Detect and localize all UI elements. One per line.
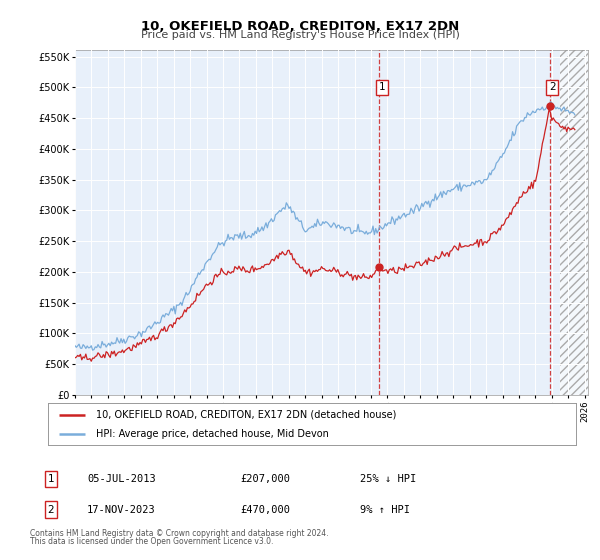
Text: £470,000: £470,000 [240, 505, 290, 515]
Text: 17-NOV-2023: 17-NOV-2023 [87, 505, 156, 515]
Text: 10, OKEFIELD ROAD, CREDITON, EX17 2DN (detached house): 10, OKEFIELD ROAD, CREDITON, EX17 2DN (d… [95, 409, 396, 419]
Text: This data is licensed under the Open Government Licence v3.0.: This data is licensed under the Open Gov… [30, 538, 274, 547]
Text: 05-JUL-2013: 05-JUL-2013 [87, 474, 156, 484]
Text: 9% ↑ HPI: 9% ↑ HPI [360, 505, 410, 515]
Bar [560, 50, 593, 395]
Text: 1: 1 [379, 82, 385, 92]
Text: 2: 2 [47, 505, 55, 515]
Text: £207,000: £207,000 [240, 474, 290, 484]
Text: 2: 2 [549, 82, 556, 92]
Text: 10, OKEFIELD ROAD, CREDITON, EX17 2DN: 10, OKEFIELD ROAD, CREDITON, EX17 2DN [141, 20, 459, 32]
Text: Price paid vs. HM Land Registry's House Price Index (HPI): Price paid vs. HM Land Registry's House … [140, 30, 460, 40]
Text: HPI: Average price, detached house, Mid Devon: HPI: Average price, detached house, Mid … [95, 429, 328, 439]
Text: 1: 1 [47, 474, 55, 484]
Text: 25% ↓ HPI: 25% ↓ HPI [360, 474, 416, 484]
Bar [560, 50, 593, 395]
Text: Contains HM Land Registry data © Crown copyright and database right 2024.: Contains HM Land Registry data © Crown c… [30, 529, 329, 538]
